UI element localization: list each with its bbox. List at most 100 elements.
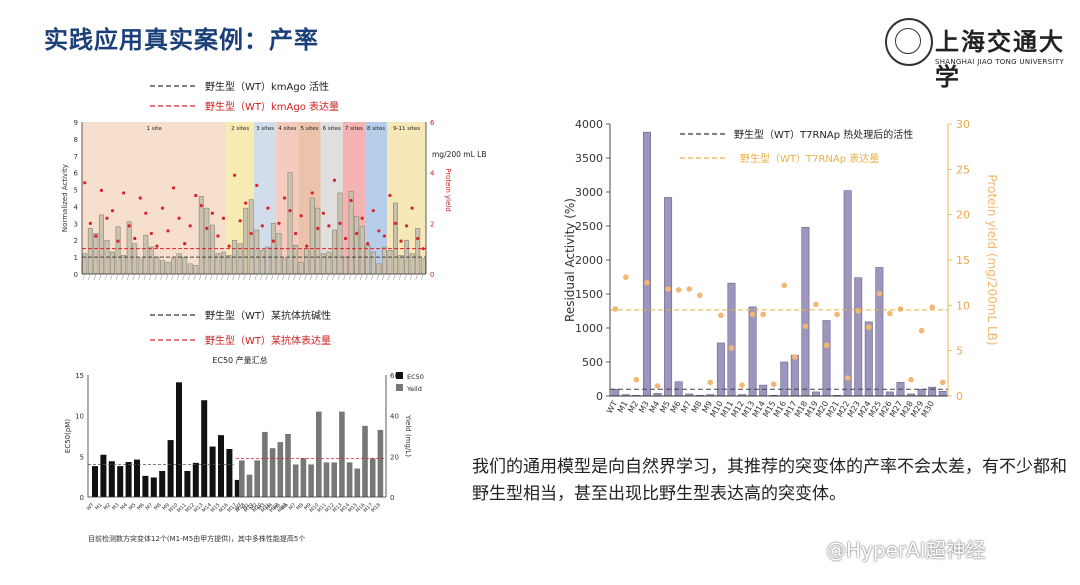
yield-point xyxy=(305,244,309,248)
x-tick-mark xyxy=(348,273,352,281)
logo-subtitle: SHANGHAI JIAO TONG UNIVERSITY xyxy=(935,58,1064,66)
yield-point xyxy=(349,198,353,203)
t7-yield-point xyxy=(792,354,798,360)
yield-bar xyxy=(308,464,314,497)
yield-point xyxy=(199,204,203,208)
university-logo: 上海交通大学 SHANGHAI JIAO TONG UNIVERSITY xyxy=(885,18,1065,91)
x-tick-mark xyxy=(282,273,285,281)
ec50-bar xyxy=(150,477,157,497)
ec50-y-tick-right: 20 xyxy=(390,453,399,461)
watermark: @HyperAI超神经 xyxy=(826,538,986,562)
yield-point xyxy=(205,226,209,230)
x-tick-mark xyxy=(310,273,313,281)
yield-bar xyxy=(262,431,268,497)
x-tick-mark xyxy=(237,273,241,281)
y-tick-right: 0 xyxy=(430,271,434,279)
t7-yield-point xyxy=(665,286,671,292)
x-tick-mark xyxy=(221,273,224,281)
t7-yield-point xyxy=(686,286,693,292)
yield-bar xyxy=(331,462,337,497)
x-tick-mark xyxy=(210,273,213,281)
region-band xyxy=(342,122,365,274)
x-tick-mark xyxy=(271,273,274,281)
x-tick-mark xyxy=(149,273,152,281)
y-tick-left: 1 xyxy=(74,254,78,262)
x-tick-mark xyxy=(215,273,219,281)
yield-point xyxy=(371,209,375,213)
ec50-bar xyxy=(134,459,140,497)
yield-point xyxy=(149,231,153,236)
t7-y-tick-right: 5 xyxy=(956,345,963,358)
x-tick-mark xyxy=(343,273,346,281)
t7-y-tick-right: 0 xyxy=(956,390,963,403)
x-tick-mark xyxy=(420,273,424,281)
yield-bar xyxy=(292,464,299,497)
y-tick-left: 0 xyxy=(74,271,78,279)
x-tick-mark xyxy=(293,273,296,281)
yield-point xyxy=(416,236,420,241)
ec50-y-tick-left: 15 xyxy=(75,372,84,380)
yield-point xyxy=(404,224,409,228)
x-tick-mark xyxy=(354,273,357,281)
t7-yield-point xyxy=(855,307,862,314)
ec50-x-tick: M21 xyxy=(260,502,272,514)
t7-yield-point xyxy=(770,381,777,388)
region-label: 9-11 sites xyxy=(393,126,420,132)
t7-activity-bar xyxy=(938,390,947,397)
t7-activity-bar xyxy=(748,306,757,397)
ec50-y-tick-right: 40 xyxy=(390,413,399,421)
x-tick-mark xyxy=(126,273,130,281)
yield-bar xyxy=(254,460,260,497)
yield-point xyxy=(99,188,104,192)
footnote: 目前检测数方突变体12个(M1-M5由甲方提供)，其中多株性能提高5个 xyxy=(88,535,306,543)
t7-yield-point xyxy=(612,306,619,312)
t7-y-tick-right: 30 xyxy=(956,118,970,131)
t7-y-tick-left: 3000 xyxy=(575,186,603,199)
yield-point xyxy=(133,236,137,241)
yield-point xyxy=(366,242,370,246)
yield-bar xyxy=(316,411,322,497)
ylabel-left: Normalized Activity xyxy=(61,164,69,232)
yield-point xyxy=(399,239,403,243)
x-tick-mark xyxy=(393,273,396,281)
t7-y-tick-left: 2500 xyxy=(575,220,603,233)
t7-yield-point xyxy=(760,311,766,318)
ec50-bar xyxy=(142,475,149,497)
legend-label-antibody-yield: 野生型（WT）某抗体表达量 xyxy=(205,334,331,347)
ec50-bar xyxy=(159,470,166,497)
ec50-y-tick-left: 10 xyxy=(75,413,84,421)
ec50-x-tick: M22 xyxy=(268,502,280,514)
x-tick-mark xyxy=(404,273,407,281)
yield-point xyxy=(327,224,331,228)
yield-point xyxy=(338,221,342,225)
x-tick-mark xyxy=(193,273,196,281)
ec50-x-tick: M12 xyxy=(184,502,196,514)
yield-x-tick: M11 xyxy=(316,502,328,514)
yield-point xyxy=(238,219,242,223)
ec50-series-label: EC50 xyxy=(407,373,424,381)
x-tick-mark xyxy=(260,273,263,281)
region-label: 5 sites xyxy=(300,126,318,132)
ec50-bar xyxy=(234,479,241,497)
x-tick-mark xyxy=(248,273,252,281)
ec50-x-tick: M15 xyxy=(210,502,222,514)
t7-legend-label-yield: 野生型（WT）T7RNAp 表达量 xyxy=(740,152,879,165)
yield-point xyxy=(377,229,381,233)
t7-y-tick-right: 15 xyxy=(956,254,970,267)
t7-y-tick-left: 4000 xyxy=(575,118,603,131)
ec50-x-tick: M13 xyxy=(193,502,205,514)
x-tick-mark xyxy=(243,273,246,281)
yield-point xyxy=(343,236,348,241)
t7-activity-bar xyxy=(854,277,863,397)
t7-yield-point xyxy=(718,312,724,319)
t7-yield-point xyxy=(813,301,819,308)
region-label: 8 sites xyxy=(367,126,385,132)
ec50-bar xyxy=(108,461,115,497)
t7-yield-point xyxy=(908,376,914,383)
yield-point xyxy=(288,209,292,213)
y-tick-left: 4 xyxy=(74,203,79,211)
yield-bar xyxy=(323,462,330,497)
yield-point xyxy=(171,186,176,190)
yield-x-tick: M18 xyxy=(370,502,382,514)
legend-label-activity: 野生型（WT）kmAgo 活性 xyxy=(205,80,329,93)
